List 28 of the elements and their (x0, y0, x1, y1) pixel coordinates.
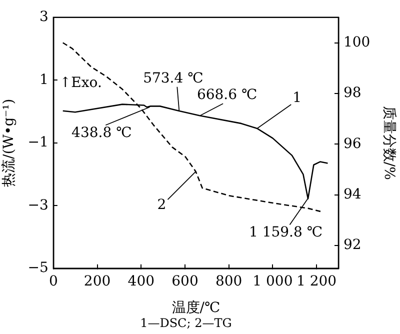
x-axis-title: 温度/℃ (172, 300, 220, 316)
y2-tick-label: 98 (343, 85, 362, 102)
y-tick-label: 1 (40, 72, 48, 88)
x-tick-label: 1 200 (296, 273, 337, 290)
x-tick-label: 600 (172, 273, 198, 290)
annotation: ↑Exo. (59, 74, 102, 91)
annotation: 438.8 ℃ (72, 124, 132, 141)
x-tick-label: 1 000 (252, 273, 293, 290)
x-tick-label: 200 (84, 273, 111, 290)
y2-tick-label: 100 (343, 34, 370, 50)
text: 1 (292, 90, 302, 106)
y2-tick-label: 94 (343, 186, 362, 203)
x-tick-label: 0 (48, 273, 58, 290)
text: 1—DSC; 2—TG (140, 316, 232, 330)
y-tick-label: −5 (28, 260, 48, 276)
y-tick-label: −3 (28, 197, 48, 214)
annotation: 1 159.8 ℃ (248, 224, 323, 240)
annotation: 668.6 ℃ (196, 87, 258, 104)
x-tick-label: 400 (128, 273, 155, 290)
text: 2 (157, 197, 166, 214)
y2-tick-label: 96 (343, 136, 362, 152)
y2-tick-label: 92 (343, 237, 362, 254)
x-tick-label: 800 (215, 273, 242, 290)
y-tick-label: −1 (28, 134, 48, 151)
annotation: 573.4 ℃ (143, 70, 204, 87)
y-tick-label: 3 (40, 9, 48, 26)
y-axis-title: 热流/(W•g⁻¹) (1, 98, 18, 188)
y2-axis-title: 质量分数/% (380, 106, 397, 180)
